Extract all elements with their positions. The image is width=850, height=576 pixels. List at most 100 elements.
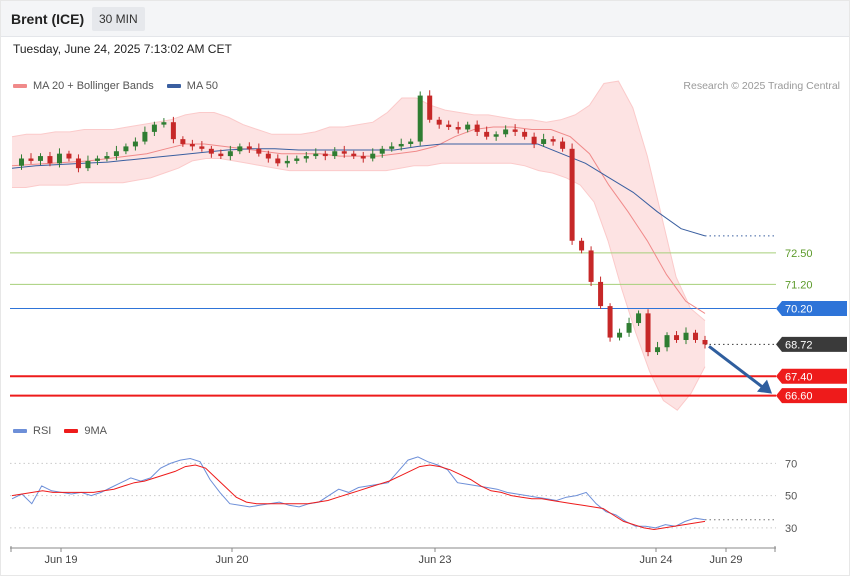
time-tick-label: Jun 19 — [44, 554, 77, 566]
candle-body — [664, 335, 670, 348]
rsi-ma-swatch — [64, 429, 79, 433]
candle-body — [512, 129, 518, 132]
candle-body — [465, 124, 471, 130]
ma20-swatch — [13, 84, 27, 88]
candle-body — [560, 141, 566, 149]
rsi-tick-label: 30 — [785, 523, 797, 535]
candle-body — [104, 156, 110, 159]
candle-body — [569, 148, 575, 241]
bollinger-band-area — [12, 81, 705, 411]
bollinger-lower-line — [12, 158, 706, 411]
candle-body — [541, 139, 547, 144]
rsi-ma-legend-label: 9MA — [84, 425, 107, 437]
candle-body — [674, 335, 680, 340]
candle-body — [398, 143, 404, 147]
candle-body — [588, 250, 594, 282]
level-label-1: 71.20 — [785, 279, 813, 291]
candle-body — [626, 323, 632, 333]
candle-body — [598, 281, 604, 307]
candle-body — [142, 131, 148, 142]
candle-body — [218, 153, 224, 157]
candle-body — [151, 124, 157, 132]
candle-body — [332, 151, 338, 157]
level-tag-2 — [776, 301, 847, 317]
candle-body — [113, 151, 119, 157]
candle-body — [313, 153, 319, 157]
candle-body — [256, 148, 262, 154]
candle-body — [360, 156, 366, 159]
candle-body — [693, 332, 699, 340]
candle-body — [493, 134, 499, 137]
candle-body — [180, 139, 186, 144]
bollinger-upper-line — [11, 80, 706, 321]
rsi-swatch — [13, 429, 27, 433]
ma20-legend-label: MA 20 + Bollinger Bands — [33, 80, 154, 92]
candle-body — [607, 306, 613, 338]
level-label-4: 67.40 — [785, 371, 813, 383]
ma50-legend-label: MA 50 — [186, 80, 218, 92]
candle-body — [123, 146, 129, 152]
projection-arrow-head — [757, 379, 772, 394]
time-tick-label: Jun 23 — [418, 554, 451, 566]
candle-body — [161, 122, 167, 125]
rsi-ma-line — [11, 464, 706, 531]
candle-body — [237, 146, 243, 152]
candle-body — [275, 158, 281, 164]
candle-body — [47, 156, 53, 164]
level-label-5: 66.60 — [785, 391, 813, 403]
candle-body — [85, 160, 91, 169]
time-tick-label: Jun 24 — [639, 554, 672, 566]
rsi-line — [11, 456, 706, 529]
candle-body — [389, 146, 395, 149]
candle-body — [66, 153, 72, 159]
candle-body — [370, 153, 376, 159]
candle-body — [408, 141, 414, 144]
credit-text: Research © 2025 Trading Central — [683, 80, 840, 92]
timeframe-selector[interactable]: 30 MIN — [92, 7, 145, 31]
candle-body — [227, 151, 233, 157]
candle-body — [170, 122, 176, 140]
candle-body — [351, 153, 357, 157]
ma50-line — [11, 143, 706, 237]
rsi-legend: RSI 9MA — [13, 425, 120, 437]
candle-body — [417, 95, 423, 142]
candle-body — [341, 151, 347, 154]
candle-body — [484, 131, 490, 137]
candle-body — [436, 119, 442, 125]
level-label-3: 68.72 — [785, 339, 813, 351]
ma20-line — [11, 126, 706, 314]
candle-body — [199, 146, 205, 149]
candle-body — [550, 139, 556, 142]
candle-body — [379, 148, 385, 154]
candle-body — [427, 95, 433, 120]
candle-body — [189, 143, 195, 147]
candle-body — [702, 339, 708, 345]
candle-body — [474, 124, 480, 132]
candle-body — [503, 129, 509, 135]
time-tick-label: Jun 29 — [709, 554, 742, 566]
candle-body — [94, 158, 100, 161]
projection-arrow-shaft — [708, 345, 763, 388]
candle-body — [655, 347, 661, 353]
candle-body — [18, 158, 24, 166]
level-tag-5 — [776, 388, 847, 404]
candle-body — [322, 153, 328, 157]
level-tag-3 — [776, 336, 847, 352]
level-tag-4 — [776, 368, 847, 384]
candle-body — [522, 131, 528, 137]
candle-body — [37, 156, 43, 161]
rsi-tick-label: 50 — [785, 491, 797, 503]
candle-body — [208, 148, 214, 154]
candle-body — [303, 156, 309, 159]
candle-body — [579, 240, 585, 251]
candle-body — [446, 124, 452, 128]
instrument-title: Brent (ICE) — [11, 11, 85, 27]
candle-body — [75, 158, 81, 169]
candle-body — [56, 153, 62, 164]
candle-body — [636, 313, 642, 324]
ma50-swatch — [166, 84, 181, 88]
candle-body — [294, 158, 300, 161]
candle-body — [531, 136, 537, 144]
price-legend: MA 20 + Bollinger Bands MA 50 — [13, 80, 231, 92]
